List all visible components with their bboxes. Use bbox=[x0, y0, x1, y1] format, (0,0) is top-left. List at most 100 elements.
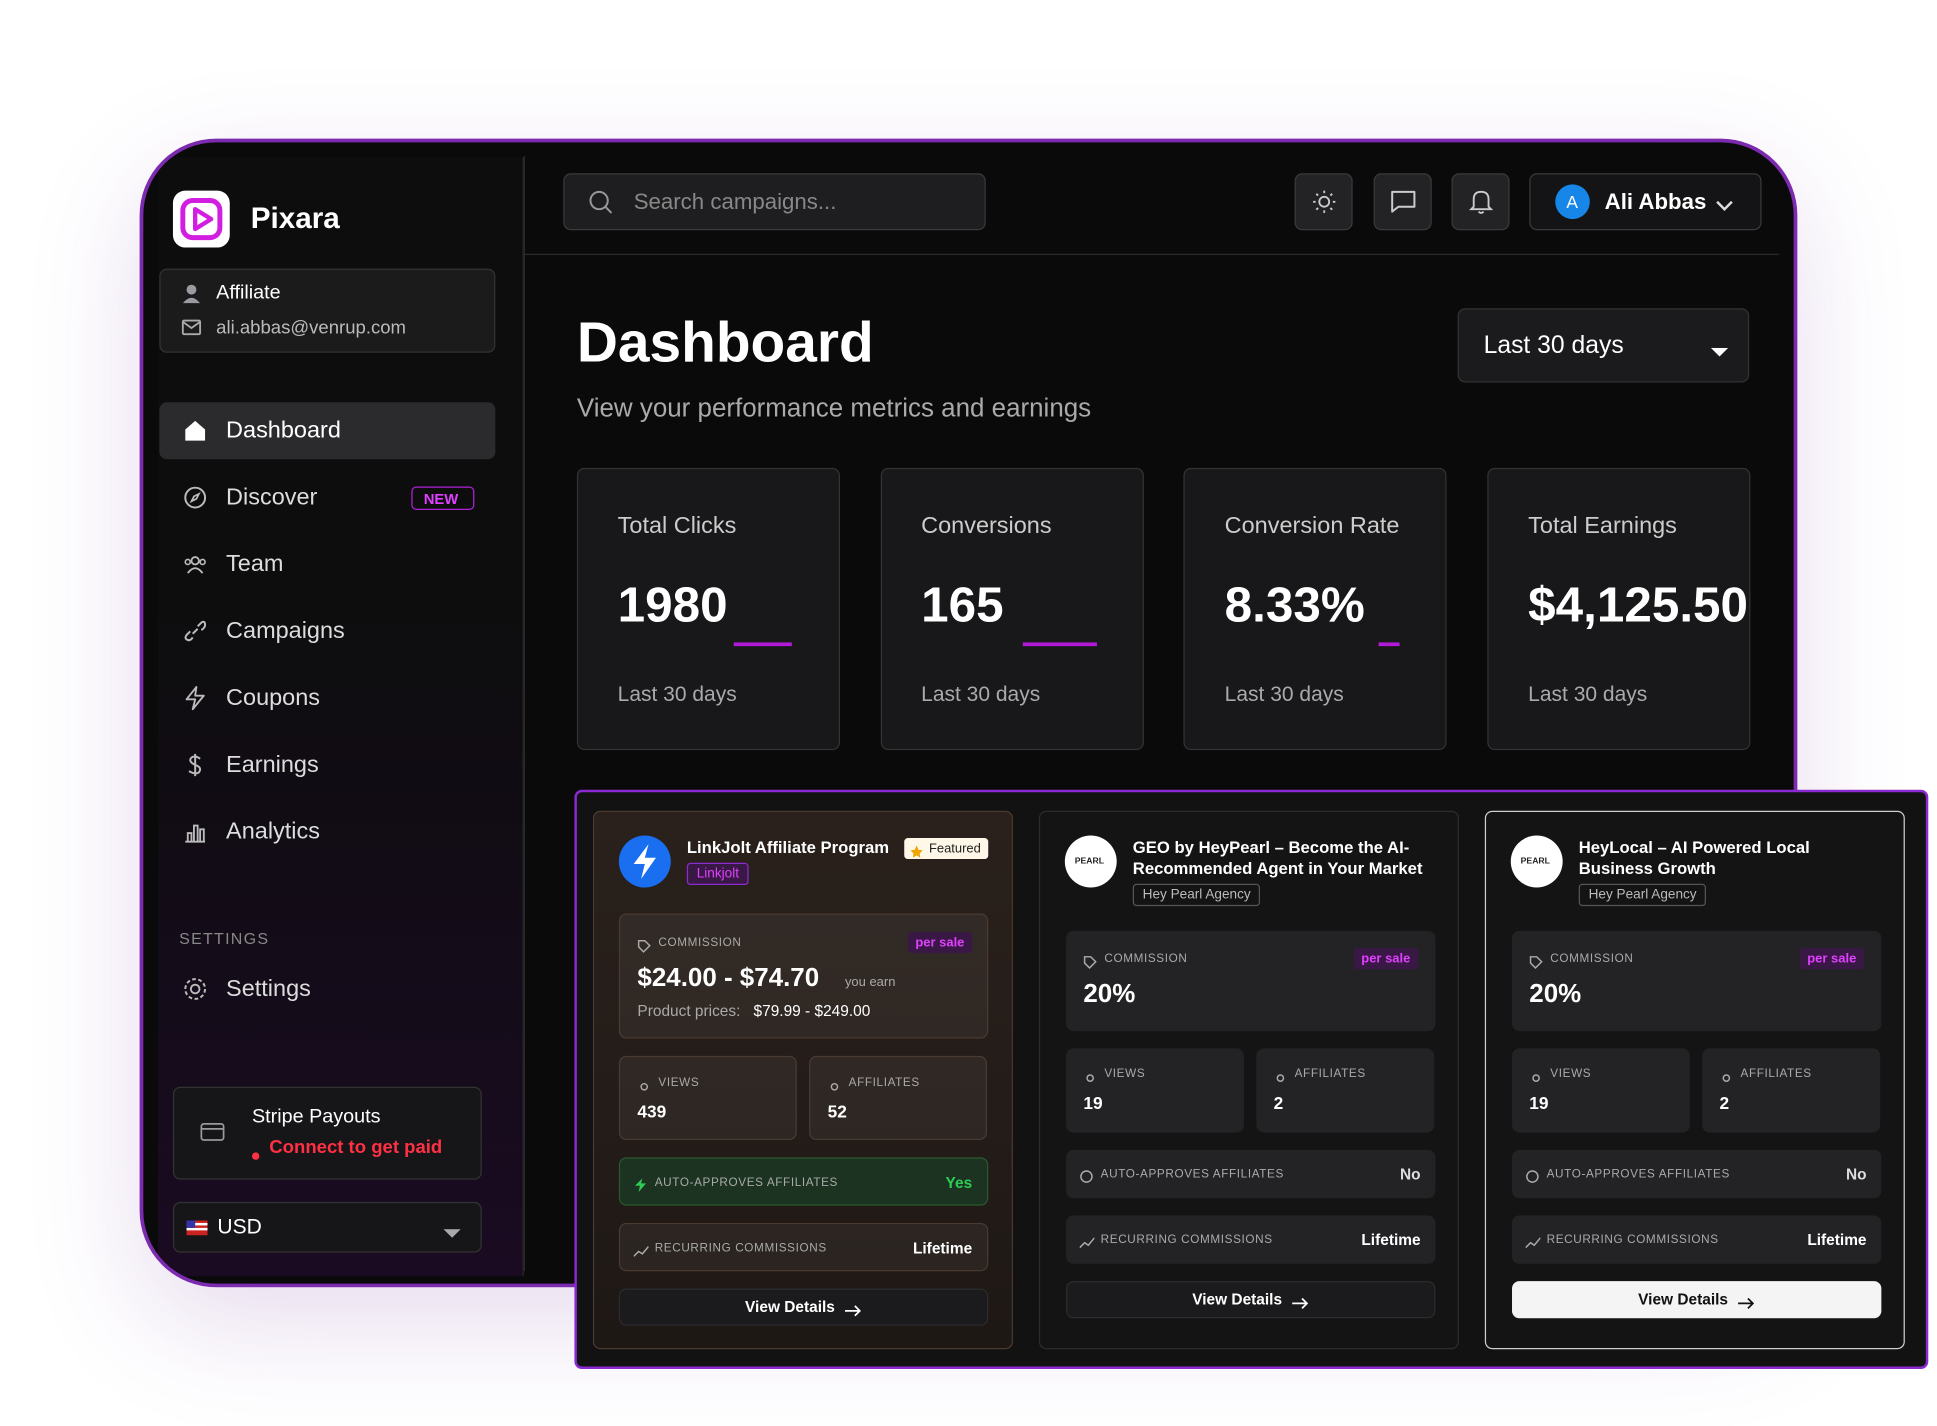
user-icon bbox=[182, 283, 202, 304]
icon-button[interactable] bbox=[1373, 173, 1432, 231]
campaign-tag: Hey Pearl Agency bbox=[1132, 883, 1261, 907]
views-icon-svg bbox=[1532, 1074, 1540, 1082]
commission-label: COMMISSION bbox=[1550, 952, 1634, 966]
currency: USD bbox=[217, 1214, 262, 1239]
card-icon bbox=[200, 1123, 225, 1143]
affiliates-box: AFFILIATES 2 bbox=[1256, 1048, 1435, 1133]
currency-select[interactable] bbox=[172, 1201, 482, 1253]
views-box: VIEWS 19 bbox=[1512, 1048, 1690, 1133]
trend-icon-svg bbox=[1525, 1237, 1541, 1249]
campaign-card: PEARL HeyLocal – AI Powered Local Busines… bbox=[1484, 810, 1905, 1350]
featured-star-svg bbox=[910, 845, 923, 858]
nav-icon-svg bbox=[185, 824, 206, 843]
commission-label: COMMISSION bbox=[1104, 952, 1188, 966]
user-caret-svg bbox=[1716, 200, 1733, 211]
featured-text: Featured bbox=[928, 840, 981, 856]
recurring-label: RECURRING COMMISSIONS bbox=[1546, 1232, 1719, 1247]
stat-card: Conversion Rate 8.33% Last 30 days bbox=[1183, 467, 1448, 751]
nav-icon bbox=[183, 418, 208, 443]
recurring-value: Lifetime bbox=[912, 1239, 973, 1257]
stat-accent bbox=[733, 642, 792, 647]
campaign-card: LinkJolt Affiliate Program Linkjolt Featur… bbox=[592, 810, 1013, 1350]
stat-accent bbox=[1022, 642, 1097, 647]
user-menu[interactable] bbox=[1529, 173, 1762, 231]
icon-button[interactable] bbox=[1451, 173, 1510, 231]
icon-button[interactable] bbox=[1294, 173, 1353, 231]
search-icon-svg bbox=[589, 190, 613, 214]
user-name: Ali Abbas bbox=[1604, 189, 1707, 215]
views-label: VIEWS bbox=[658, 1075, 700, 1090]
affiliates-icon bbox=[828, 1077, 842, 1091]
user-caret bbox=[1716, 196, 1733, 211]
nav-item[interactable] bbox=[159, 736, 495, 793]
stat-label: Total Earnings bbox=[1528, 513, 1677, 540]
view-details-button[interactable]: View Details bbox=[1512, 1281, 1882, 1319]
nav-label: Dashboard bbox=[226, 417, 341, 444]
tag-icon bbox=[1529, 953, 1543, 970]
view-details-button[interactable]: View Details bbox=[1066, 1281, 1436, 1319]
icon-button-glyph-svg bbox=[1391, 190, 1416, 213]
brand-name: Pixara bbox=[250, 201, 340, 236]
campaign-tag: Linkjolt bbox=[686, 862, 749, 886]
payouts-title: Stripe Payouts bbox=[252, 1106, 381, 1128]
tag-icon-svg bbox=[1083, 956, 1097, 970]
recurring-value: Lifetime bbox=[1807, 1230, 1867, 1249]
views-icon bbox=[1529, 1068, 1543, 1082]
range-select[interactable] bbox=[1457, 308, 1750, 383]
affiliates-icon-svg bbox=[1276, 1074, 1285, 1082]
nav-item[interactable] bbox=[159, 670, 495, 727]
affiliates-icon-svg bbox=[830, 1082, 839, 1091]
arrow bbox=[1291, 1294, 1309, 1309]
status-dot bbox=[252, 1144, 260, 1160]
settings-icon-svg bbox=[184, 978, 207, 1000]
views-box: VIEWS 19 bbox=[1066, 1048, 1244, 1133]
nav-label: Team bbox=[226, 551, 284, 578]
mail-icon-svg bbox=[181, 319, 202, 336]
trend-icon bbox=[1079, 1233, 1096, 1249]
avatar: A bbox=[1555, 184, 1590, 220]
commission-label: COMMISSION bbox=[658, 936, 742, 950]
search-box[interactable] bbox=[563, 173, 986, 231]
card-icon-svg bbox=[200, 1123, 225, 1141]
commission-value: 20% bbox=[1083, 979, 1136, 1009]
nav-icon bbox=[183, 819, 208, 844]
campaign-logo-text: PEARL bbox=[1520, 857, 1550, 866]
range-label: Last 30 days bbox=[1483, 331, 1624, 359]
affiliates-icon-svg bbox=[1722, 1074, 1731, 1082]
arrow-svg bbox=[1737, 1297, 1754, 1309]
arrow-svg bbox=[844, 1305, 861, 1317]
page-subtitle: View your performance metrics and earnin… bbox=[576, 394, 1092, 423]
auto-approve-row: AUTO-APPROVES AFFILIATES Yes bbox=[618, 1157, 989, 1206]
campaign-head: LinkJolt Affiliate Program Linkjolt bbox=[686, 837, 897, 886]
mail-icon bbox=[181, 319, 202, 336]
sidebar-divider bbox=[523, 155, 526, 1272]
nav-active-bg bbox=[159, 402, 496, 460]
tag-icon-svg bbox=[637, 939, 651, 953]
trend-icon-svg bbox=[1079, 1237, 1096, 1249]
views-value: 19 bbox=[1529, 1092, 1549, 1113]
per-sale-badge: per sale bbox=[1353, 948, 1419, 970]
nav-label: Discover bbox=[226, 484, 318, 511]
trend-icon bbox=[1525, 1233, 1541, 1249]
campaign-head: GEO by HeyPearl – Become the AI-Recommen… bbox=[1132, 837, 1442, 907]
view-details-button[interactable]: View Details bbox=[618, 1288, 989, 1326]
arrow bbox=[844, 1301, 862, 1317]
campaign-head: HeyLocal – AI Powered Local Business Gro… bbox=[1578, 837, 1888, 907]
nav-item[interactable] bbox=[159, 536, 495, 593]
tag-icon bbox=[1083, 953, 1097, 970]
auto-icon bbox=[1080, 1167, 1094, 1183]
stat-card: Conversions 165 Last 30 days bbox=[880, 467, 1144, 751]
auto-icon-svg bbox=[634, 1178, 647, 1193]
views-label: VIEWS bbox=[1550, 1067, 1592, 1081]
recurring-row: RECURRING COMMISSIONS Lifetime bbox=[1066, 1215, 1436, 1264]
stat-accent bbox=[1379, 642, 1401, 647]
recurring-label: RECURRING COMMISSIONS bbox=[654, 1241, 827, 1255]
prices: $79.99 - $249.00 bbox=[753, 1002, 871, 1020]
affiliates-box: AFFILIATES 2 bbox=[1702, 1048, 1881, 1133]
per-sale-badge: per sale bbox=[907, 932, 973, 954]
nav-item[interactable] bbox=[159, 803, 495, 860]
prices-label: Product prices: bbox=[637, 1002, 741, 1020]
nav-icon-svg bbox=[185, 420, 206, 441]
stat-value: 165 bbox=[921, 578, 1004, 633]
